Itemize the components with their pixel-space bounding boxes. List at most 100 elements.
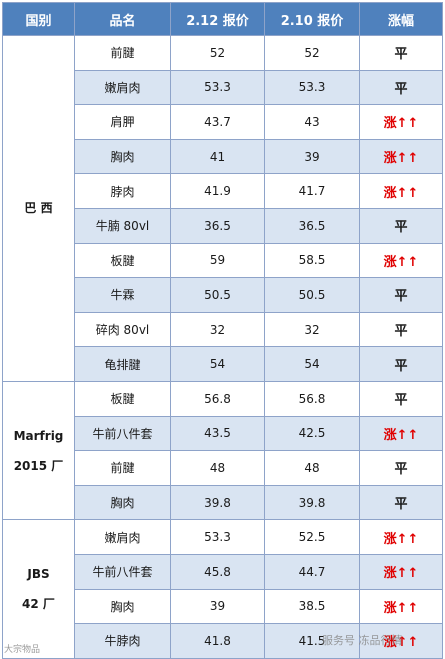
table-row: Marfrig 2015 厂板腱 56.8 56.8 平 [2,380,443,521]
change-cell: 平 [359,207,443,244]
table-row: 板腱 59 58.5 涨↑↑ [3,242,443,279]
price-212-cell: 41 [170,138,265,175]
change-cell: 涨↑↑ [359,173,443,209]
product-name-cell: 牛脖肉 [74,623,171,659]
price-210-cell: 41.5 [264,623,360,659]
price-212-cell: 32 [170,311,265,348]
price-210-cell: 41.7 [264,173,360,209]
country-cell: 巴 西 [2,35,75,382]
product-name-cell: 板腱 [74,242,171,279]
watermark-right: 服务号 冻品行情 [322,634,403,647]
table-row: 脖肉 41.9 41.7 涨↑↑ [3,173,443,209]
price-210-cell: 38.5 [264,588,360,625]
price-210-cell: 53.3 [264,69,360,106]
product-name-cell: 胸肉 [74,588,171,625]
header-change: 涨幅 [359,2,443,36]
header-country: 国别 [2,2,75,36]
product-name-cell: 牛霖 [74,277,171,313]
table-row: 牛腩 80vl 36.5 36.5 平 [3,207,443,244]
price-212-cell: 56.8 [170,380,265,417]
header-product: 品名 [74,2,171,36]
change-cell: 涨↑↑ [359,104,443,140]
header-price-210: 2.10 报价 [264,2,360,36]
table-row: 胸肉 41 39 涨↑↑ [3,138,443,175]
change-cell: 涨↑↑ [359,623,443,659]
change-cell: 平 [359,35,443,71]
change-cell: 涨↑↑ [359,519,443,555]
change-cell: 平 [359,380,443,417]
product-name-cell: 脖肉 [74,173,171,209]
price-212-cell: 43.7 [170,104,265,140]
change-cell: 平 [359,484,443,521]
change-cell: 涨↑↑ [359,138,443,175]
price-210-cell: 39.8 [264,484,360,521]
table-row: 碎肉 80vl 32 32 平 [3,311,443,348]
product-name-cell: 龟排腱 [74,346,171,382]
country-label: Marfrig [13,428,64,443]
price-212-cell: 59 [170,242,265,279]
product-name-cell: 板腱 [74,380,171,417]
price-210-cell: 58.5 [264,242,360,279]
header-row: 国别 品名 2.12 报价 2.10 报价 涨幅 [2,2,443,36]
price-210-cell: 42.5 [264,415,360,452]
change-cell: 平 [359,450,443,486]
product-name-cell: 前腱 [74,35,171,71]
change-cell: 涨↑↑ [359,588,443,625]
table-row: 肩胛 43.7 43 涨↑↑ [3,104,443,140]
country-label: 巴 西 [24,201,53,216]
price-210-cell: 36.5 [264,207,360,244]
price-212-cell: 53.3 [170,69,265,106]
table-row: 嫩肩肉 53.3 53.3 平 [3,69,443,106]
table-row: 牛霖 50.5 50.5 平 [3,277,443,313]
product-name-cell: 碎肉 80vl [74,311,171,348]
price-212-cell: 50.5 [170,277,265,313]
product-name-cell: 牛前八件套 [74,415,171,452]
price-212-cell: 48 [170,450,265,486]
price-210-cell: 50.5 [264,277,360,313]
country-cell: Marfrig 2015 厂 [2,380,75,521]
price-212-cell: 54 [170,346,265,382]
table-row: 龟排腱 54 54 平 [3,346,443,382]
price-212-cell: 39.8 [170,484,265,521]
price-210-cell: 52 [264,35,360,71]
watermark-left: 大宗物品 [4,645,41,655]
table-row: 牛前八件套 43.5 42.5 涨↑↑ [3,415,443,452]
country-label: JBS [27,567,50,581]
price-210-cell: 32 [264,311,360,348]
product-name-cell: 嫩肩肉 [74,69,171,106]
price-210-cell: 52.5 [264,519,360,555]
table-row: 胸肉 39.8 39.8 平 [3,484,443,521]
price-210-cell: 44.7 [264,553,360,590]
change-cell: 平 [359,69,443,106]
price-212-cell: 39 [170,588,265,625]
price-210-cell: 43 [264,104,360,140]
product-name-cell: 前腱 [74,450,171,486]
price-212-cell: 53.3 [170,519,265,555]
price-210-cell: 39 [264,138,360,175]
change-cell: 涨↑↑ [359,415,443,452]
change-cell: 涨↑↑ [359,242,443,279]
product-name-cell: 胸肉 [74,484,171,521]
price-210-cell: 56.8 [264,380,360,417]
price-212-cell: 52 [170,35,265,71]
table-row: 胸肉 39 38.5 涨↑↑ [3,588,443,625]
price-212-cell: 43.5 [170,415,265,452]
change-cell: 涨↑↑ [359,553,443,590]
price-210-cell: 54 [264,346,360,382]
header-price-212: 2.12 报价 [170,2,265,36]
price-212-cell: 36.5 [170,207,265,244]
product-name-cell: 牛腩 80vl [74,207,171,244]
product-name-cell: 胸肉 [74,138,171,175]
change-cell: 平 [359,311,443,348]
table-row: 牛前八件套 45.8 44.7 涨↑↑ [3,553,443,590]
price-212-cell: 41.9 [170,173,265,209]
price-212-cell: 45.8 [170,553,265,590]
country-cell: JBS 42 厂 [2,519,75,659]
change-cell: 平 [359,346,443,382]
table-row: 巴 西前腱 52 52 平 [2,35,443,382]
country-label: 2015 厂 [13,458,64,473]
product-name-cell: 牛前八件套 [74,553,171,590]
country-label: 42 厂 [22,597,55,611]
change-cell: 平 [359,277,443,313]
